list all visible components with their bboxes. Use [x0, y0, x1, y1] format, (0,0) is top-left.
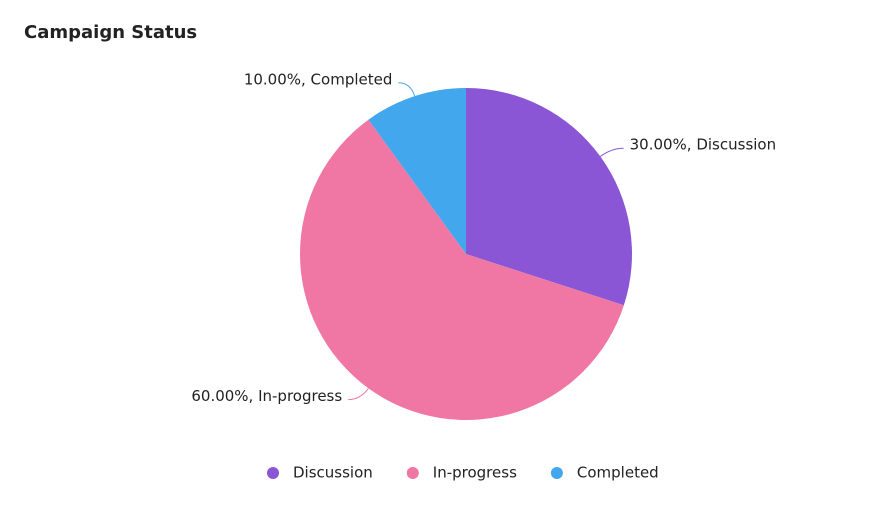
- data-label: 60.00%, In-progress: [191, 387, 342, 405]
- legend-marker: [550, 467, 563, 479]
- legend-label: In-progress: [433, 464, 517, 482]
- pie-slice: [299, 119, 624, 420]
- legend-marker: [406, 467, 419, 479]
- data-label: 10.00%, Completed: [244, 70, 393, 88]
- legend-marker: [267, 467, 279, 479]
- legend-label: Discussion: [293, 464, 373, 482]
- legend-label: Completed: [577, 464, 659, 482]
- data-label: 30.00%, Discussion: [630, 136, 777, 154]
- pie-slice: [368, 88, 466, 254]
- chart-title: Campaign Status: [24, 22, 197, 43]
- leader-line: [398, 82, 416, 97]
- leader-line: [600, 147, 624, 157]
- leader-line: [348, 388, 369, 401]
- pie-slice: [466, 88, 632, 306]
